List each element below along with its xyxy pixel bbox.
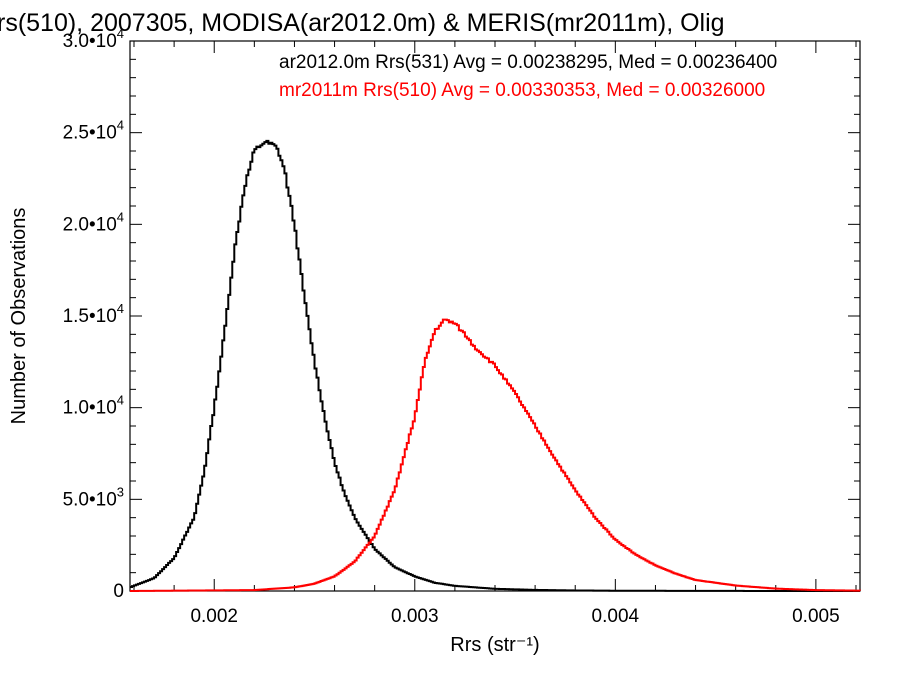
series-line-red	[130, 318, 861, 592]
x-axis-label: Rrs (str⁻¹)	[450, 634, 539, 656]
chart-title: rs(510), 2007305, MODISA(ar2012.0m) & ME…	[0, 9, 725, 37]
y-tick-label: 1.0•104	[63, 393, 124, 419]
y-axis-ticks	[130, 40, 860, 592]
x-tick-label: 0.005	[792, 606, 840, 627]
legend-entry-red: mr2011m Rrs(510) Avg = 0.00330353, Med =…	[279, 80, 765, 101]
y-axis-tick-labels: 0 5.0•103 1.0•104 1.5•104 2.0•104 2.5•104 3.0•…	[63, 26, 124, 602]
legend-entry-black: ar2012.0m Rrs(531) Avg = 0.00238295, Med…	[279, 52, 777, 73]
plot-frame	[129, 40, 861, 592]
y-tick-label: 0	[113, 581, 124, 602]
series-line-black	[130, 139, 860, 592]
y-tick-label: 1.5•104	[63, 301, 124, 327]
series-layer	[130, 139, 861, 592]
x-tick-label: 0.004	[592, 606, 640, 627]
y-tick-label: 2.0•104	[63, 209, 124, 235]
x-tick-label: 0.002	[190, 606, 238, 627]
x-tick-label: 0.003	[391, 606, 439, 627]
y-tick-label: 5.0•103	[63, 484, 124, 510]
y-tick-label: 3.0•104	[63, 26, 124, 52]
x-axis-ticks	[133, 41, 857, 591]
y-axis-label: Number of Observations	[8, 208, 30, 425]
x-axis-tick-labels: 0.002 0.003 0.004 0.005	[190, 606, 839, 627]
y-tick-label: 2.5•104	[63, 118, 124, 144]
